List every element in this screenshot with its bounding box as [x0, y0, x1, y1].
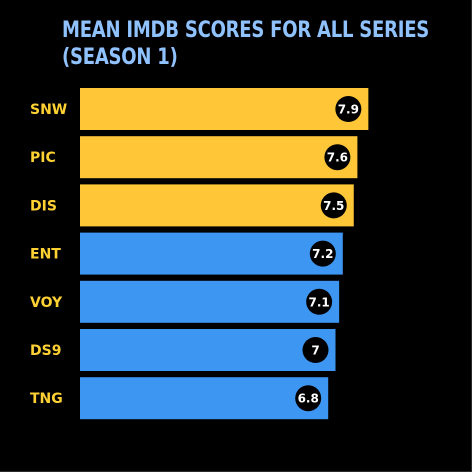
value-label-dis: 7.5: [323, 199, 344, 213]
value-badge-dis: [320, 192, 347, 219]
value-label-pic: 7.6: [327, 151, 348, 165]
value-label-ent: 7.2: [312, 247, 333, 261]
value-badge-ent: [309, 240, 336, 267]
bar-snw: [80, 88, 369, 130]
category-label-voy: VOY: [30, 295, 63, 311]
value-label-tng: 6.8: [298, 392, 319, 406]
value-label-snw: 7.9: [338, 103, 359, 117]
category-label-dis: DIS: [30, 198, 57, 214]
bar-tng: [80, 377, 329, 420]
category-label-snw: SNW: [30, 102, 67, 118]
chart-title-line-2: (SEASON 1): [62, 45, 178, 70]
category-label-ds9: DS9: [30, 343, 61, 359]
value-label-ds9: 7: [311, 344, 319, 358]
value-badge-ds9: [302, 337, 329, 363]
value-badge-tng: [295, 385, 322, 412]
bar-ds9: [80, 329, 336, 371]
value-label-voy: 7.1: [309, 295, 330, 309]
chart-title-line-1: MEAN IMDB SCORES FOR ALL SERIES: [62, 18, 430, 43]
bar-dis: [80, 184, 354, 227]
category-label-tng: TNG: [30, 391, 63, 407]
category-label-pic: PIC: [30, 150, 56, 166]
bar-pic: [80, 136, 358, 179]
bar-voy: [80, 280, 340, 323]
value-badge-voy: [306, 288, 333, 315]
value-badge-snw: [335, 96, 362, 122]
value-badge-pic: [324, 144, 351, 171]
bar-ent: [80, 232, 343, 275]
category-label-ent: ENT: [30, 247, 61, 263]
